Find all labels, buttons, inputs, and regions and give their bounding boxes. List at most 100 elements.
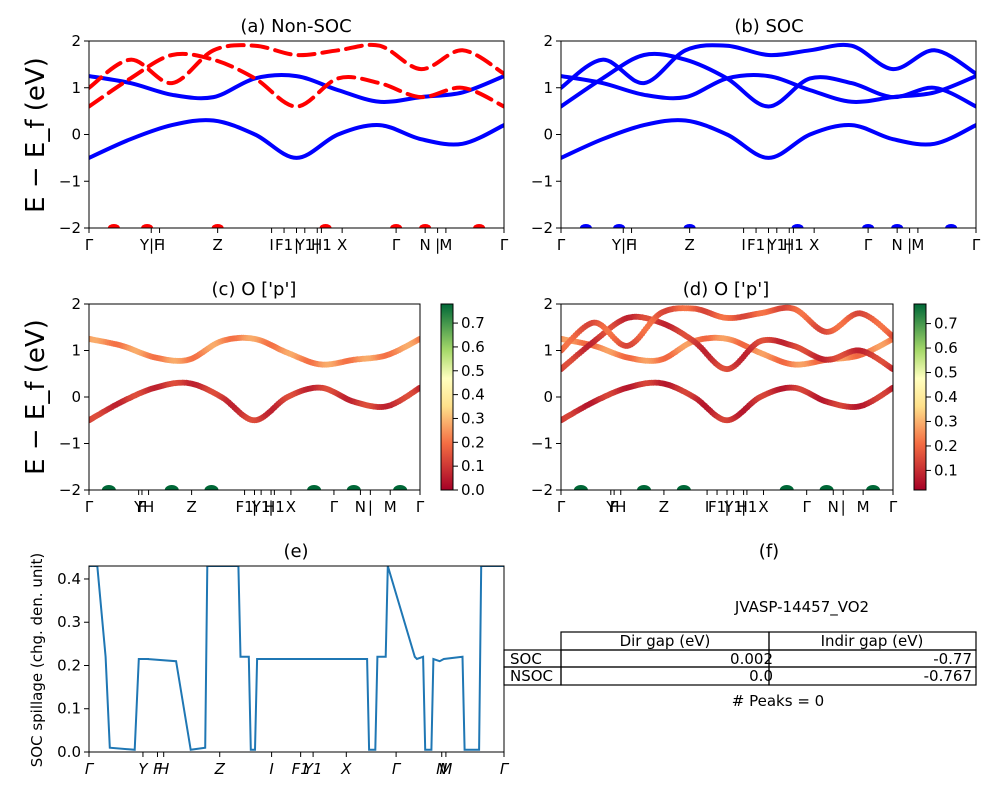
bottom-marker [419,224,432,228]
band-line [561,51,976,109]
y-tick-label: 2 [71,32,81,50]
x-tick-label: F1 [747,236,765,254]
y-tick-label: 0 [71,126,81,144]
x-tick-label: Y1 [766,236,786,254]
x-tick-label: Γ [557,498,566,516]
plot-area [89,566,504,751]
band-line [89,51,504,109]
y-tick-label: −1 [59,172,81,190]
x-tick-label: X [337,236,347,254]
x-tick-label: M [439,236,452,254]
bottom-marker [101,485,116,490]
bottom-marker [945,224,958,228]
table-header-dir: Dir gap (eV) [620,632,711,650]
table-subtitle: JVASP-14457_VO2 [734,598,869,617]
bottom-marker [307,485,322,490]
peaks-text: # Peaks = 0 [732,692,824,710]
band-line [561,42,976,90]
x-tick-label: Γ [803,498,812,516]
x-tick-label: H1 [264,498,285,516]
x-tick-label: I [269,760,274,778]
x-tick-label: Γ [500,760,510,778]
y-tick-label: −2 [531,481,553,499]
x-tick-label: | [368,498,373,516]
band-point [890,333,893,340]
panel-d-title: (d) O ['p'] [683,279,769,300]
x-tick-label: Z [659,498,669,516]
x-tick-label: Z [213,236,223,254]
y-tick-label: −1 [531,435,553,453]
band-line [89,118,504,160]
band-point [417,335,420,342]
bottom-marker [390,224,403,228]
panel-c-title: (c) O ['p'] [212,279,297,300]
x-tick-label: I [741,236,745,254]
colorbar-d-ticks: 0.1 0.2 0.3 0.4 0.5 0.6 0.7 [926,315,958,479]
x-tick-label: Y1 [251,498,271,516]
y-tick-label: 0.0 [57,743,81,761]
x-tick-label: F [153,760,162,778]
colorbar-tick-label: 0.3 [461,409,485,427]
y-axis-label-e: SOC spillage (chg. den. unit) [28,553,46,768]
x-tick-label: Γ [416,498,425,516]
x-tick-label: I [705,498,709,516]
colorbar-tick-label: 0.1 [461,457,485,475]
x-tick-label: Z [685,236,695,254]
y-tick-label: 0.3 [57,613,81,631]
colorbar-tick-label: 0.4 [934,388,958,406]
x-tick-label: Y [605,498,616,516]
x-tick-label: | [435,236,440,254]
band-line [89,42,504,90]
colorbar-c-ticks: 0.0 0.1 0.2 0.3 0.4 0.5 0.6 0.7 [453,314,485,499]
x-tick-label: H [143,498,154,516]
x-tick-label: | [724,498,729,516]
spillage-line [89,566,504,751]
y-tick-label: 0.2 [57,656,81,674]
bottom-marker [573,485,588,490]
x-tick-label: X [809,236,819,254]
x-tick-label: Γ [85,236,94,254]
y-tick-label: 1 [71,342,81,360]
bottom-marker [204,485,219,490]
y-tick-label: 1 [543,79,553,97]
table-cell: -0.77 [933,650,972,668]
band-line [561,118,976,160]
x-tick-label: F [138,498,147,516]
colorbar-d [913,303,927,491]
x-tick-label: N [892,236,903,254]
x-tick-label: Γ [557,236,566,254]
y-tick-label: −2 [59,481,81,499]
x-tick-label: F1 [708,498,726,516]
y-tick-label: −1 [59,435,81,453]
colorbar-c [440,303,454,491]
x-tick-label: Y1 [723,498,743,516]
x-tick-label: N [355,498,366,516]
colorbar-tick-label: 0.0 [461,481,485,499]
x-tick-label: Y [138,760,149,778]
x-tick-label: H [615,498,626,516]
x-tick-label: H [158,760,169,778]
colorbar-tick-label: 0.7 [934,315,958,333]
bottom-marker [637,485,651,490]
table-row-label: SOC [510,650,542,668]
colorbar-tick-label: 0.4 [461,386,485,404]
bottom-marker [779,485,794,490]
colorbar-tick-label: 0.5 [461,362,485,380]
plot-area [561,304,893,490]
y-tick-label: −1 [531,172,553,190]
bottom-marker [862,224,875,228]
bottom-marker [164,485,179,490]
y-tick-label: 0 [543,126,553,144]
colorbar-tick-label: 0.3 [934,412,958,430]
x-tick-label: | [787,236,792,254]
x-tick-label: | [252,498,257,516]
colorbar-tick-label: 0.1 [934,461,958,479]
y-tick-label: 2 [543,32,553,50]
y-tick-label: 0.1 [57,700,81,718]
bottom-marker [393,485,408,490]
bottom-marker [819,485,834,490]
y-tick-label: 0 [71,388,81,406]
